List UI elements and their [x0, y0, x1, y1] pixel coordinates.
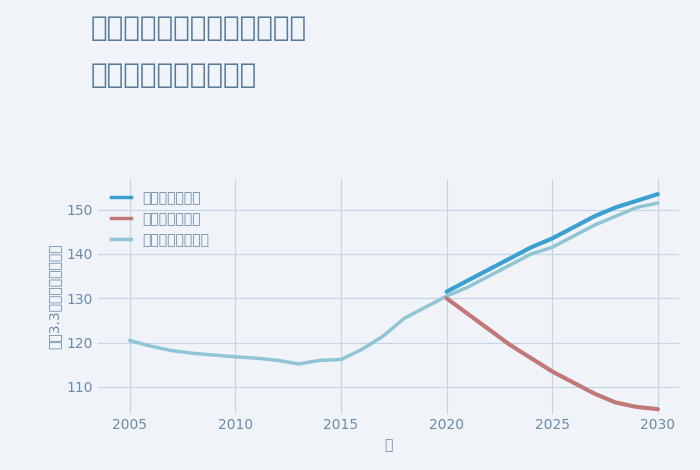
- Text: 中古戸建ての価格推移: 中古戸建ての価格推移: [91, 61, 258, 89]
- Text: 兵庫県西宮市甲子園一番町の: 兵庫県西宮市甲子園一番町の: [91, 14, 307, 42]
- X-axis label: 年: 年: [384, 438, 393, 452]
- Legend: グッドシナリオ, バッドシナリオ, ノーマルシナリオ: グッドシナリオ, バッドシナリオ, ノーマルシナリオ: [105, 186, 215, 252]
- Y-axis label: 坪（3.3㎡）単価（万円）: 坪（3.3㎡）単価（万円）: [47, 243, 61, 349]
